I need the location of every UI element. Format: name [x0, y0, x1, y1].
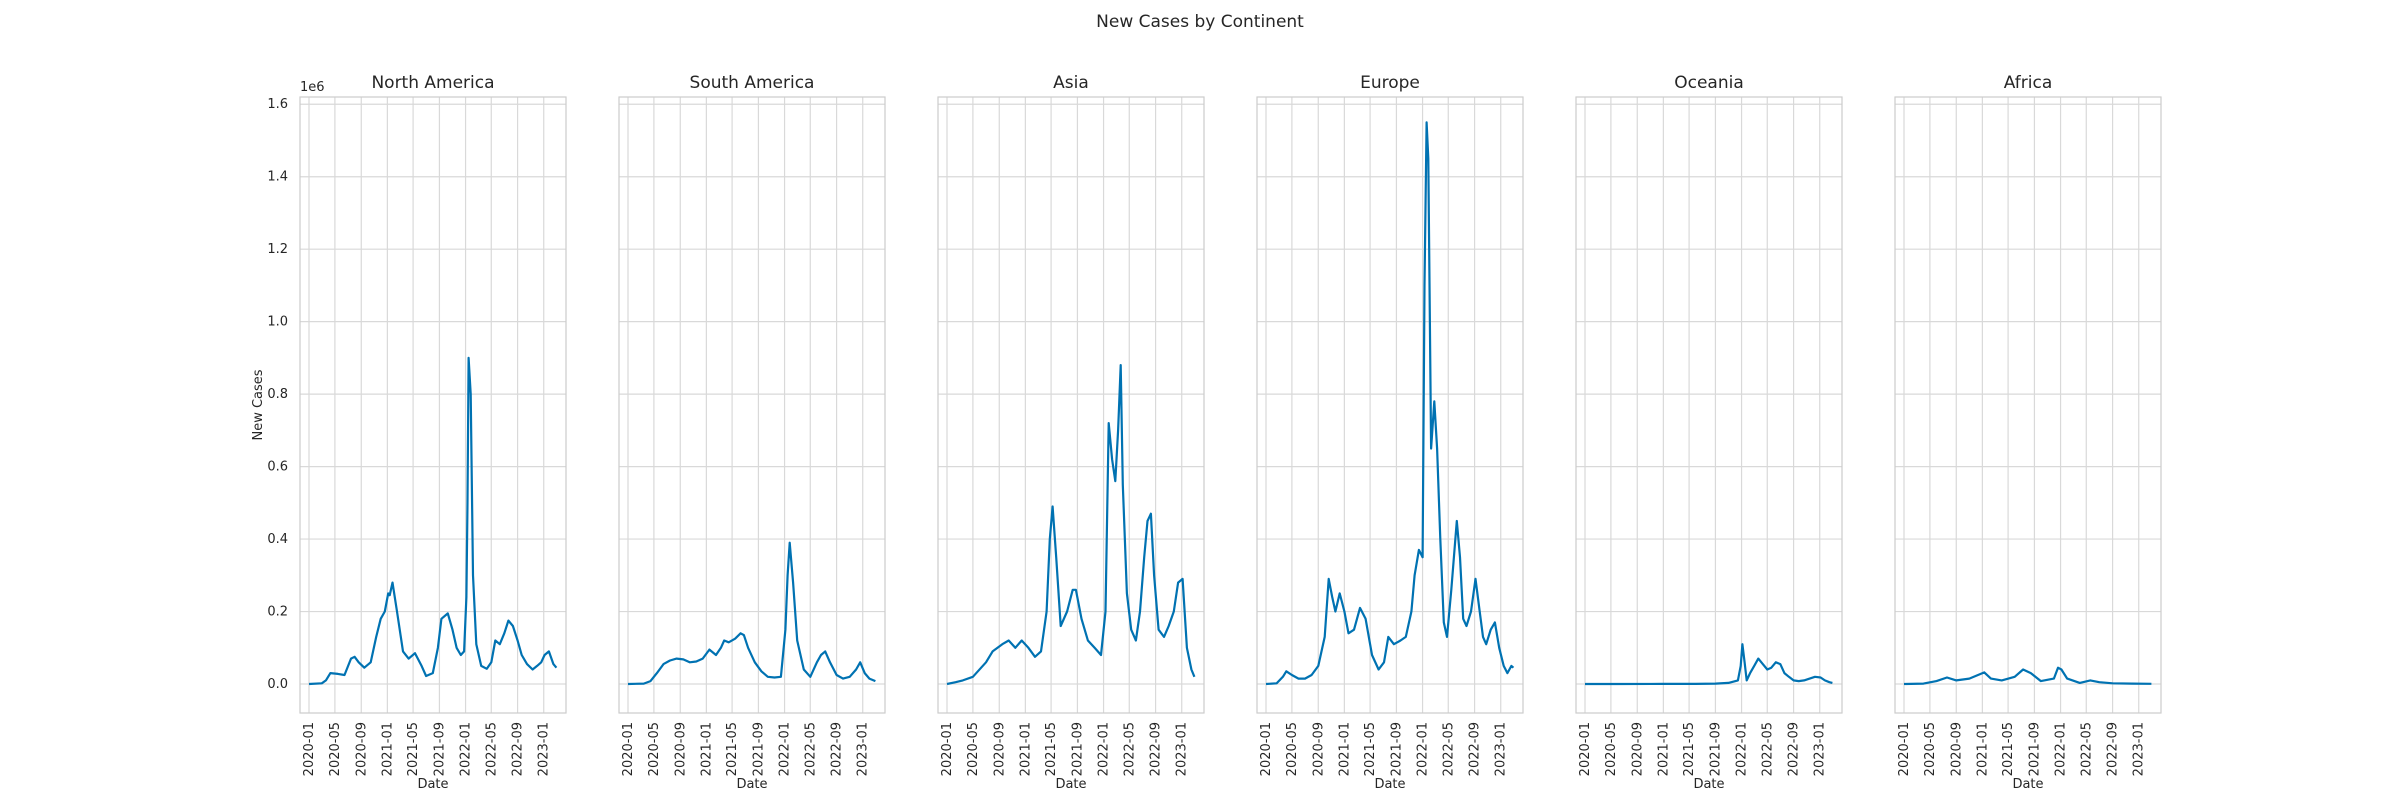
figure-title: New Cases by Continent — [1096, 12, 1304, 32]
x-tick-label: 2022-09 — [1787, 722, 1802, 776]
plot-frame — [1575, 96, 1843, 714]
y-offset-text: 1e6 — [300, 80, 325, 95]
x-tick-label: 2020-09 — [1949, 722, 1964, 776]
x-tick-label: 2022-09 — [2106, 722, 2121, 776]
x-tick-label: 2022-05 — [1760, 722, 1775, 776]
x-tick-label: 2022-01 — [778, 722, 793, 776]
x-tick-label: 2021-05 — [1682, 722, 1697, 776]
x-tick-label: 2021-09 — [751, 722, 766, 776]
x-tick-label: 2020-05 — [647, 722, 662, 776]
x-tick-label: 2022-09 — [1149, 722, 1164, 776]
x-axis-label: Date — [1055, 777, 1086, 792]
series-line — [1265, 121, 1515, 686]
series-line — [946, 364, 1196, 686]
x-tick-label: 2023-01 — [2132, 722, 2147, 776]
x-tick-label: 2020-09 — [673, 722, 688, 776]
x-tick-label: 2022-01 — [1097, 722, 1112, 776]
x-tick-label: 2021-09 — [432, 722, 447, 776]
x-tick-label: 2021-09 — [1708, 722, 1723, 776]
x-tick-label: 2022-09 — [1468, 722, 1483, 776]
y-tick-label: 1.6 — [267, 97, 288, 112]
x-tick-label: 2020-01 — [1259, 722, 1274, 776]
x-tick-label: 2022-05 — [1441, 722, 1456, 776]
x-tick-label: 2020-05 — [966, 722, 981, 776]
series-line — [308, 356, 558, 686]
x-tick-label: 2020-09 — [354, 722, 369, 776]
x-tick-label: 2020-05 — [1285, 722, 1300, 776]
x-tick-label: 2022-05 — [2079, 722, 2094, 776]
x-tick-label: 2020-05 — [1604, 722, 1619, 776]
x-axis-label: Date — [736, 777, 767, 792]
x-tick-label: 2022-01 — [1735, 722, 1750, 776]
x-tick-label: 2021-05 — [2001, 722, 2016, 776]
x-axis-label: Date — [1374, 777, 1405, 792]
x-tick-label: 2023-01 — [537, 722, 552, 776]
x-tick-label: 2020-01 — [1578, 722, 1593, 776]
y-tick-label: 1.4 — [267, 170, 288, 185]
x-tick-label: 2023-01 — [856, 722, 871, 776]
x-axis-label: Date — [1693, 777, 1724, 792]
x-tick-label: 2021-01 — [1656, 722, 1671, 776]
series-line — [1903, 666, 2152, 686]
x-tick-label: 2023-01 — [1175, 722, 1190, 776]
panel-title: Asia — [1053, 73, 1089, 93]
plot-frame — [1256, 96, 1524, 714]
y-axis-label: New Cases — [251, 369, 266, 440]
y-tick-label: 0.6 — [267, 460, 288, 475]
x-tick-label: 2021-09 — [2027, 722, 2042, 776]
y-tick-label: 0.4 — [267, 532, 288, 547]
x-tick-label: 2023-01 — [1494, 722, 1509, 776]
plot-frame — [937, 96, 1205, 714]
x-tick-label: 2021-01 — [699, 722, 714, 776]
x-tick-label: 2020-05 — [1923, 722, 1938, 776]
x-tick-label: 2020-05 — [328, 722, 343, 776]
x-tick-label: 2022-09 — [511, 722, 526, 776]
x-tick-label: 2023-01 — [1813, 722, 1828, 776]
x-tick-label: 2022-05 — [484, 722, 499, 776]
x-tick-label: 2022-01 — [2054, 722, 2069, 776]
x-tick-label: 2021-01 — [1975, 722, 1990, 776]
x-tick-label: 2020-01 — [1897, 722, 1912, 776]
y-tick-label: 0.0 — [267, 677, 288, 692]
x-tick-label: 2020-01 — [302, 722, 317, 776]
x-tick-label: 2021-09 — [1389, 722, 1404, 776]
panel-title: South America — [690, 73, 815, 93]
y-tick-label: 1.2 — [267, 242, 288, 257]
x-tick-label: 2020-09 — [1311, 722, 1326, 776]
x-tick-label: 2020-09 — [992, 722, 1007, 776]
x-tick-label: 2021-01 — [1018, 722, 1033, 776]
x-tick-label: 2022-05 — [1122, 722, 1137, 776]
x-tick-label: 2021-01 — [380, 722, 395, 776]
x-tick-label: 2020-01 — [940, 722, 955, 776]
plot-frame — [618, 96, 886, 714]
x-axis-label: Date — [2012, 777, 2043, 792]
x-tick-label: 2021-05 — [406, 722, 421, 776]
x-tick-label: 2022-05 — [803, 722, 818, 776]
x-tick-label: 2022-01 — [459, 722, 474, 776]
series-line — [627, 541, 876, 686]
panel-title: Oceania — [1674, 73, 1744, 93]
x-tick-label: 2021-05 — [1044, 722, 1059, 776]
y-tick-label: 1.0 — [267, 315, 288, 330]
panel-title: North America — [371, 73, 494, 93]
plot-frame — [1894, 96, 2162, 714]
x-tick-label: 2022-01 — [1416, 722, 1431, 776]
x-tick-label: 2021-09 — [1070, 722, 1085, 776]
x-axis-label: Date — [417, 777, 448, 792]
x-tick-label: 2021-05 — [1363, 722, 1378, 776]
series-line — [1585, 643, 1833, 686]
panel-title: Europe — [1360, 73, 1420, 93]
x-tick-label: 2021-05 — [725, 722, 740, 776]
y-tick-label: 0.8 — [267, 387, 288, 402]
plot-frame — [299, 96, 567, 714]
x-tick-label: 2020-01 — [621, 722, 636, 776]
x-tick-label: 2022-09 — [830, 722, 845, 776]
x-tick-label: 2020-09 — [1630, 722, 1645, 776]
x-tick-label: 2021-01 — [1337, 722, 1352, 776]
y-tick-label: 0.2 — [267, 605, 288, 620]
panel-title: Africa — [2004, 73, 2053, 93]
